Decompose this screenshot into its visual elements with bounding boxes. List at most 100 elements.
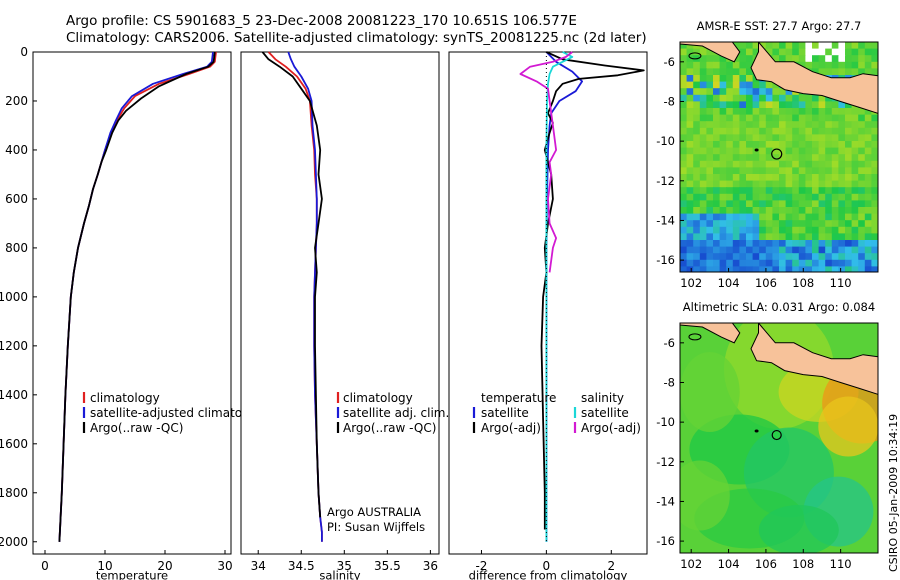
map-cell xyxy=(798,253,806,261)
map-cell xyxy=(818,266,826,272)
map-cell xyxy=(746,147,754,155)
map-cell xyxy=(713,141,721,149)
map-cell xyxy=(838,42,846,50)
map-cell xyxy=(785,240,793,248)
map-cell xyxy=(818,160,826,168)
map-cell xyxy=(818,101,826,109)
map-cell xyxy=(699,147,707,155)
map-cell xyxy=(779,55,787,63)
map-cell xyxy=(825,154,833,162)
map-cell xyxy=(831,200,839,208)
map-cell xyxy=(680,193,688,201)
map-cell xyxy=(805,94,813,102)
map-cell xyxy=(772,246,780,254)
map-cell xyxy=(746,127,754,135)
map-cell xyxy=(838,193,846,201)
map-cell xyxy=(686,187,694,195)
map-cell xyxy=(732,147,740,155)
map-cell xyxy=(732,114,740,122)
map-cell xyxy=(831,108,839,116)
map-cell xyxy=(772,187,780,195)
map-cell xyxy=(871,253,878,261)
map-cell xyxy=(765,160,773,168)
map-cell xyxy=(746,108,754,116)
map-cell xyxy=(785,101,793,109)
map-cell xyxy=(792,174,800,182)
map-cell xyxy=(746,154,754,162)
annotation: Argo AUSTRALIA xyxy=(327,505,421,519)
map-cell xyxy=(818,213,826,221)
map-cell xyxy=(759,114,767,122)
map-cell xyxy=(851,108,859,116)
legend-title: salinity xyxy=(581,391,624,405)
map-cell xyxy=(699,160,707,168)
map-cell xyxy=(706,61,714,69)
map-cell xyxy=(858,134,866,142)
map-cell xyxy=(759,108,767,116)
map-cell xyxy=(719,61,727,69)
map-cell xyxy=(680,101,688,109)
map-cell xyxy=(732,68,740,76)
map-cell xyxy=(699,101,707,109)
map-cell xyxy=(845,240,853,248)
map-cell xyxy=(686,94,694,102)
map-cell xyxy=(719,220,727,228)
map-cell xyxy=(726,75,734,83)
map-cell xyxy=(746,94,754,102)
map-cell xyxy=(772,141,780,149)
map-cell xyxy=(765,101,773,109)
map-cell xyxy=(719,180,727,188)
map-cell xyxy=(713,121,721,129)
map-cell xyxy=(792,259,800,267)
map-cell xyxy=(752,88,760,96)
map-cell xyxy=(871,160,878,168)
map-cell xyxy=(871,121,878,129)
map-cell xyxy=(812,233,820,241)
map-cell xyxy=(732,75,740,83)
map-cell xyxy=(706,55,714,63)
map-cell xyxy=(831,174,839,182)
x-axis-label: salinity xyxy=(319,569,360,580)
map-cell xyxy=(680,94,688,102)
map-cell xyxy=(825,61,833,69)
map-cell xyxy=(864,220,872,228)
map-cell xyxy=(739,167,747,175)
map-cell xyxy=(845,259,853,267)
map-cell xyxy=(858,141,866,149)
map-cell xyxy=(825,108,833,116)
map-cell xyxy=(693,154,701,162)
map-cell xyxy=(845,266,853,272)
map-cell xyxy=(858,108,866,116)
map-cell xyxy=(798,187,806,195)
y-tick-label: 1200 xyxy=(0,339,28,353)
map-cell xyxy=(851,134,859,142)
map-cell xyxy=(706,121,714,129)
map-cell xyxy=(686,200,694,208)
map-cell xyxy=(726,253,734,261)
map-cell xyxy=(739,259,747,267)
map-cell xyxy=(825,240,833,248)
map-cell xyxy=(845,207,853,215)
map-cell xyxy=(686,127,694,135)
map-cell xyxy=(719,174,727,182)
map-cell xyxy=(785,55,793,63)
map-cell xyxy=(864,253,872,261)
map-cell xyxy=(871,259,878,267)
map-cell xyxy=(686,246,694,254)
map-cell xyxy=(706,127,714,135)
map-cell xyxy=(831,42,839,50)
map-cell xyxy=(713,266,721,272)
map-cell xyxy=(739,226,747,234)
map-cell xyxy=(831,61,839,69)
map-cell xyxy=(864,187,872,195)
x-tick-label: 34 xyxy=(251,559,266,573)
map-cell xyxy=(719,141,727,149)
map-cell xyxy=(752,240,760,248)
y-tick-label: 1600 xyxy=(0,437,28,451)
map-cell xyxy=(732,246,740,254)
map-cell xyxy=(713,55,721,63)
map-cell xyxy=(805,246,813,254)
map-cell xyxy=(732,101,740,109)
map-cell xyxy=(772,213,780,221)
figure-title-line2: Climatology: CARS2006. Satellite-adjuste… xyxy=(66,30,647,46)
